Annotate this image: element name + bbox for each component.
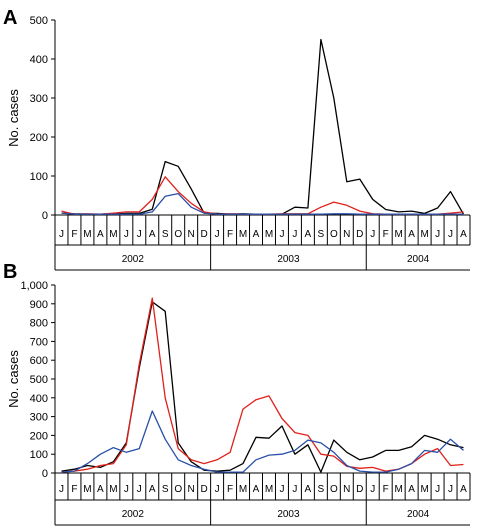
panel-a-year-label: 2003 (277, 254, 300, 265)
panel-b-month-label: F (71, 484, 77, 495)
panel-b-year-label: 2002 (122, 509, 145, 520)
panel-a-month-label: M (395, 229, 403, 240)
panel-b-month-label: A (149, 484, 156, 495)
panel-a-series-black-line (62, 40, 464, 215)
panel-b-month-label: J (279, 484, 284, 495)
panel-b-month-label: A (97, 484, 104, 495)
panel-b-month-label: A (253, 484, 260, 495)
panel-b-month-label: J (137, 484, 142, 495)
panel-b-month-label: M (420, 484, 428, 495)
panel-b-y-tick-label: 400 (30, 393, 48, 405)
panel-a-month-label: D (356, 229, 363, 240)
panel-a-month-label: J (59, 229, 64, 240)
panel-b-y-tick-label: 200 (30, 430, 48, 442)
panel-a-month-label: S (162, 229, 169, 240)
panel-a-month-label: J (279, 229, 284, 240)
panel-b-y-tick-label: 500 (30, 374, 48, 386)
panel-b-month-label: S (318, 484, 325, 495)
panel-b-month-label: M (395, 484, 403, 495)
panel-b-month-label: N (343, 484, 350, 495)
panel-b-series-black-line (62, 302, 464, 472)
panel-b-month-label: D (201, 484, 208, 495)
panel-b-month-label: A (408, 484, 415, 495)
panel-b-y-tick-label: 600 (30, 355, 48, 367)
panel-a-month-label: D (201, 229, 208, 240)
panel-b-month-label: F (383, 484, 389, 495)
panel-b-y-tick-label: 900 (30, 299, 48, 311)
panel-a-month-label: A (253, 229, 260, 240)
panel-a-month-label: J (137, 229, 142, 240)
panel-a-month-label: J (370, 229, 375, 240)
panel-b-y-axis-title: No. cases (6, 350, 21, 408)
panel-a-month-label: A (149, 229, 156, 240)
panel-a-month-label: M (265, 229, 273, 240)
panel-b-year-label: 2004 (407, 509, 430, 520)
panel-a-month-label: N (343, 229, 350, 240)
panel-b-month-label: D (356, 484, 363, 495)
panel-b-month-label: F (227, 484, 233, 495)
panel-b-month-label: M (265, 484, 273, 495)
panel-a-month-label: S (318, 229, 325, 240)
panel-b-month-label: J (292, 484, 297, 495)
panel-b-series-blue-line (62, 411, 464, 472)
panel-a-letter: A (3, 7, 17, 29)
panel-b-month-label: J (59, 484, 64, 495)
panel-a-month-label: J (292, 229, 297, 240)
panel-b-y-tick-label: 800 (30, 318, 48, 330)
panel-b-month-label: M (239, 484, 247, 495)
panel-a-year-label: 2002 (122, 254, 145, 265)
panel-a-month-label: A (97, 229, 104, 240)
panel-a-y-tick-label: 500 (30, 15, 48, 27)
panel-a-y-tick-label: 300 (30, 93, 48, 105)
panel-b-y-tick-label: 1,000 (20, 280, 48, 292)
panel-a-month-label: F (227, 229, 233, 240)
panel-a-series-red-line (62, 177, 464, 214)
panel-a-year-label: 2004 (407, 254, 430, 265)
panel-b-month-label: O (174, 484, 182, 495)
panel-a-month-label: F (71, 229, 77, 240)
panel-a-y-tick-label: 400 (30, 54, 48, 66)
panel-b-y-tick-label: 700 (30, 336, 48, 348)
panel-a-month-label: M (239, 229, 247, 240)
panel-b-y-tick-label: 0 (42, 468, 48, 480)
panel-a-month-label: M (109, 229, 117, 240)
panel-b-series-red-line (62, 298, 464, 472)
panel-a-month-label: J (435, 229, 440, 240)
panel-b-letter: B (3, 261, 17, 283)
panel-b-month-label: M (83, 484, 91, 495)
panel-a-y-tick-label: 200 (30, 132, 48, 144)
panel-a-month-label: J (448, 229, 453, 240)
panel-b-y-tick-label: 100 (30, 449, 48, 461)
panel-b-month-label: J (215, 484, 220, 495)
panel-a-month-label: A (305, 229, 312, 240)
panel-b-month-label: A (460, 484, 467, 495)
panel-a-y-tick-label: 0 (42, 210, 48, 222)
panel-b-month-label: M (109, 484, 117, 495)
panel-a-month-label: M (83, 229, 91, 240)
panel-a-month-label: F (383, 229, 389, 240)
panel-a-month-label: J (124, 229, 129, 240)
panel-a-month-label: A (460, 229, 467, 240)
panel-b-year-label: 2003 (277, 509, 300, 520)
panel-a-month-label: O (174, 229, 182, 240)
panel-b-y-tick-label: 300 (30, 412, 48, 424)
panel-b-month-label: J (435, 484, 440, 495)
panel-a-month-label: J (215, 229, 220, 240)
panel-a-y-axis-title: No. cases (6, 89, 21, 147)
panel-a-month-label: N (188, 229, 195, 240)
panel-b-month-label: A (305, 484, 312, 495)
panel-b-month-label: O (330, 484, 338, 495)
panel-b-month-label: J (370, 484, 375, 495)
panel-a-month-label: O (330, 229, 338, 240)
panel-b-month-label: J (124, 484, 129, 495)
panel-a-month-label: M (420, 229, 428, 240)
panel-b-month-label: J (448, 484, 453, 495)
panel-b: B 0 100 200 300 400 500 600 700 800 900 1,000 No. c… (3, 261, 470, 525)
panel-a-y-tick-label: 100 (30, 171, 48, 183)
panel-b-month-label: N (188, 484, 195, 495)
panel-a-month-label: A (408, 229, 415, 240)
panel-b-month-label: S (162, 484, 169, 495)
